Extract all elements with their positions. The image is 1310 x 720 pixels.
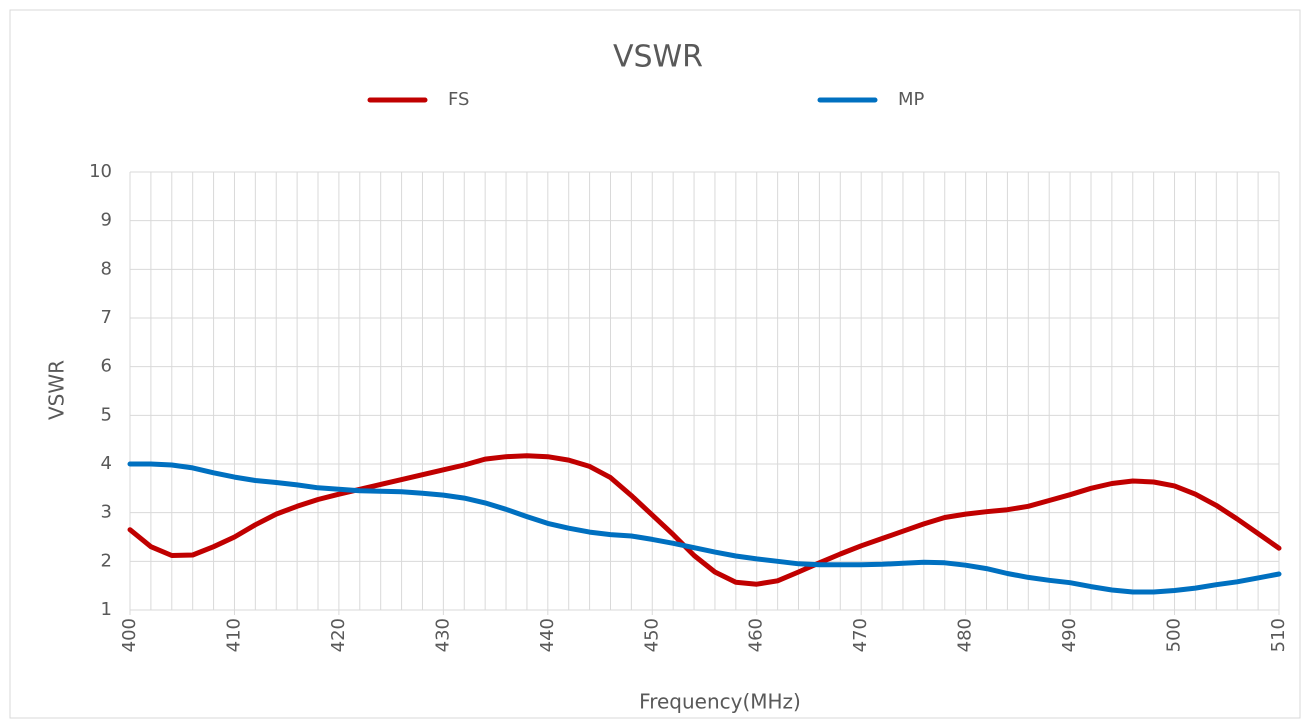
x-tick-label: 490	[1059, 618, 1080, 652]
x-tick-label: 460	[746, 618, 767, 652]
x-axis-label: Frequency(MHz)	[639, 690, 801, 714]
y-tick-label: 5	[101, 404, 112, 425]
y-tick-label: 7	[101, 307, 112, 328]
x-tick-label: 510	[1268, 618, 1289, 652]
x-tick-label: 500	[1164, 618, 1185, 652]
series-line	[127, 461, 1282, 595]
x-tick-label: 480	[955, 618, 976, 652]
x-tick-label: 420	[328, 618, 349, 652]
y-tick-label: 4	[101, 453, 112, 474]
x-tick-label: 400	[119, 618, 140, 652]
x-tick-label: 450	[641, 618, 662, 652]
series-line	[127, 453, 1282, 587]
x-tick-label: 470	[850, 618, 871, 652]
y-tick-label: 8	[101, 258, 112, 279]
y-tick-label: 9	[101, 210, 112, 231]
y-tick-label: 2	[101, 550, 112, 571]
y-tick-label: 6	[101, 356, 112, 377]
y-tick-label: 3	[101, 502, 112, 523]
chart-title: VSWR	[613, 40, 703, 75]
legend-label: FS	[448, 89, 469, 110]
x-tick-label: 440	[537, 618, 558, 652]
x-tick-label: 410	[223, 618, 244, 652]
y-axis-label: VSWR	[45, 360, 69, 420]
x-tick-label: 430	[432, 618, 453, 652]
chart-border	[9, 9, 1301, 719]
y-tick-label: 1	[101, 599, 112, 620]
y-tick-label: 10	[89, 161, 112, 182]
legend-label: MP	[898, 89, 925, 110]
